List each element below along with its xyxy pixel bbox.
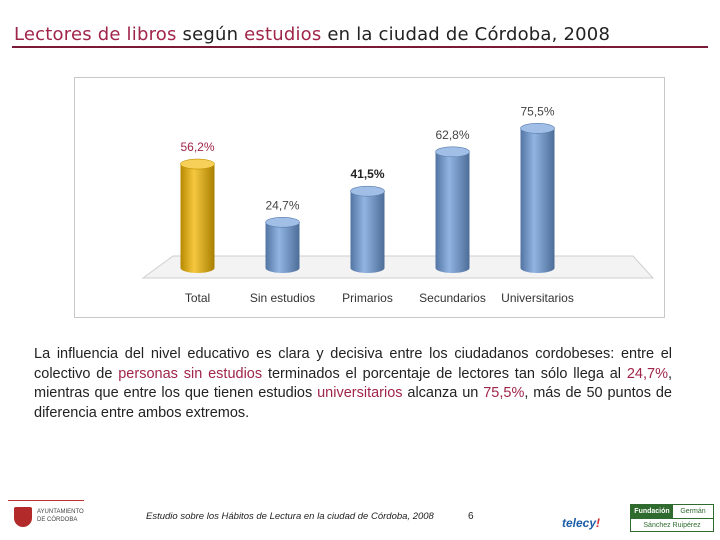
title-text-segun: según <box>176 24 245 45</box>
title-text-rest: en la ciudad de Córdoba, 2008 <box>321 24 611 45</box>
bar-sin-estudios <box>265 222 300 273</box>
footer-study-title: Estudio sobre los Hábitos de Lectura en … <box>146 511 434 522</box>
fundacion-logo-name1: Germán <box>680 508 706 515</box>
description-paragraph: La influencia del nivel educativo es cla… <box>34 345 672 423</box>
para-highlight-universitarios: universitarios <box>317 385 403 401</box>
page-number: 6 <box>468 511 474 522</box>
telecy-logo-mark: ! <box>596 516 601 530</box>
bar-universitarios <box>520 128 555 273</box>
title-highlight-estudios: estudios <box>244 24 322 45</box>
bar-chart: 56,2% Total 24,7% Sin estudios 41,5% Primario… <box>74 77 665 318</box>
fundacion-logo: Fundación Germán Sánchez Ruipérez <box>630 504 714 532</box>
para-text-3: , mientras que entre los que tienen estu… <box>34 365 673 402</box>
ayuntamiento-logo-line1: AYUNTAMIENTO <box>37 509 84 515</box>
bar-chart-svg: 56,2% Total 24,7% Sin estudios 41,5% Primario… <box>141 104 655 305</box>
telecy-logo-text: telecy <box>562 516 597 530</box>
data-label-3: 62,8% <box>435 128 469 142</box>
category-label-4: Universitarios <box>501 291 574 305</box>
data-label-0: 56,2% <box>180 140 214 154</box>
shield-icon <box>14 507 32 527</box>
title-underline <box>12 46 708 48</box>
para-text-5: , más de 50 puntos de diferencia entre a… <box>34 385 672 421</box>
bar-cap-4 <box>520 123 555 134</box>
bar-cap-0 <box>180 158 215 170</box>
ayuntamiento-logo: AYUNTAMIENTO DE CÓRDOBA <box>10 505 90 531</box>
para-highlight-sin-estudios: personas sin estudios <box>118 365 263 382</box>
telecy-logo: telecy! <box>562 516 600 530</box>
category-label-1: Sin estudios <box>250 291 315 305</box>
para-highlight-75: 75,5% <box>483 385 525 401</box>
para-text-2: terminados el porcentaje de lectores tan… <box>262 365 627 382</box>
data-label-1: 24,7% <box>265 198 299 212</box>
bar-cap-2 <box>350 185 385 197</box>
bar-primarios <box>350 191 385 273</box>
data-label-4: 75,5% <box>520 104 554 118</box>
footer-rule <box>8 500 84 501</box>
fundacion-logo-word: Fundación <box>631 505 673 518</box>
category-label-2: Primarios <box>342 291 393 305</box>
bar-secundarios <box>435 151 470 273</box>
category-label-3: Secundarios <box>419 291 486 305</box>
data-label-2: 41,5% <box>350 167 384 181</box>
para-text-4: alcanza un <box>402 385 484 401</box>
ayuntamiento-logo-line2: DE CÓRDOBA <box>37 517 78 523</box>
fundacion-logo-name2: Sánchez Ruipérez <box>631 518 713 531</box>
bar-total <box>180 164 215 273</box>
chart-floor <box>141 255 655 279</box>
page-title: Lectores de libros según estudios en la … <box>14 24 706 45</box>
para-highlight-24: 24,7% <box>626 365 668 382</box>
bar-cap-3 <box>435 146 470 158</box>
title-highlight-lectores: Lectores de libros <box>14 24 177 45</box>
category-label-0: Total <box>185 291 210 305</box>
bar-cap-1 <box>265 217 300 228</box>
para-text-1: La influencia del nivel educativo es cla… <box>34 346 672 382</box>
